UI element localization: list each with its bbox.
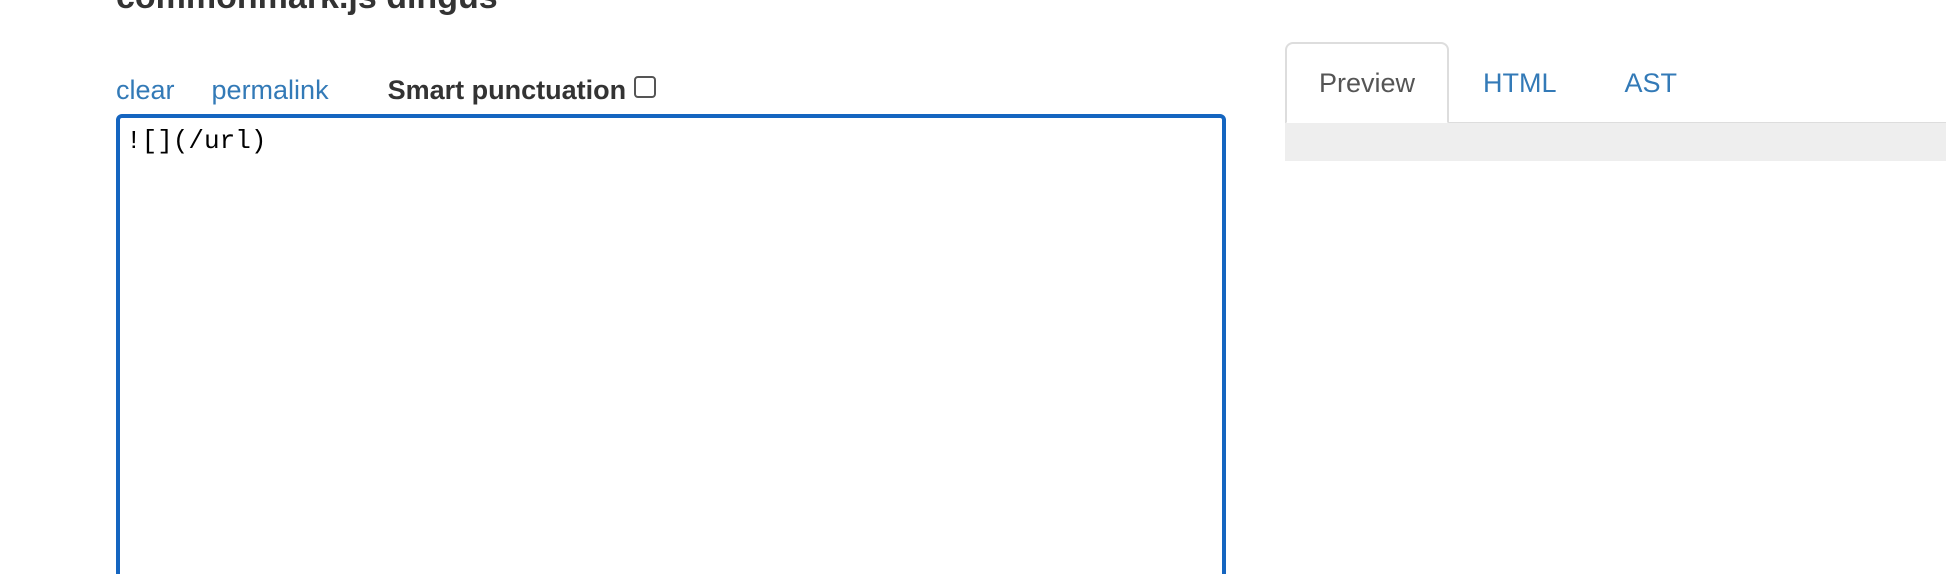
clear-link[interactable]: clear <box>116 74 175 105</box>
markdown-editor[interactable]: ![](/url) <box>116 114 1226 574</box>
smart-punctuation-label: Smart punctuation <box>387 74 627 105</box>
page-title: commonmark.js dingus <box>116 0 498 17</box>
smart-punctuation-option[interactable]: Smart punctuation <box>388 75 657 106</box>
output-tabs: Preview HTML AST <box>1285 38 1946 124</box>
tab-preview[interactable]: Preview <box>1285 42 1450 124</box>
permalink-link[interactable]: permalink <box>211 74 329 105</box>
toolbar: clear permalink Smart punctuation <box>116 70 657 110</box>
smart-punctuation-checkbox[interactable] <box>634 76 657 98</box>
preview-pane <box>1285 123 1946 161</box>
tab-html[interactable]: HTML <box>1483 67 1557 98</box>
tab-ast[interactable]: AST <box>1624 67 1678 98</box>
